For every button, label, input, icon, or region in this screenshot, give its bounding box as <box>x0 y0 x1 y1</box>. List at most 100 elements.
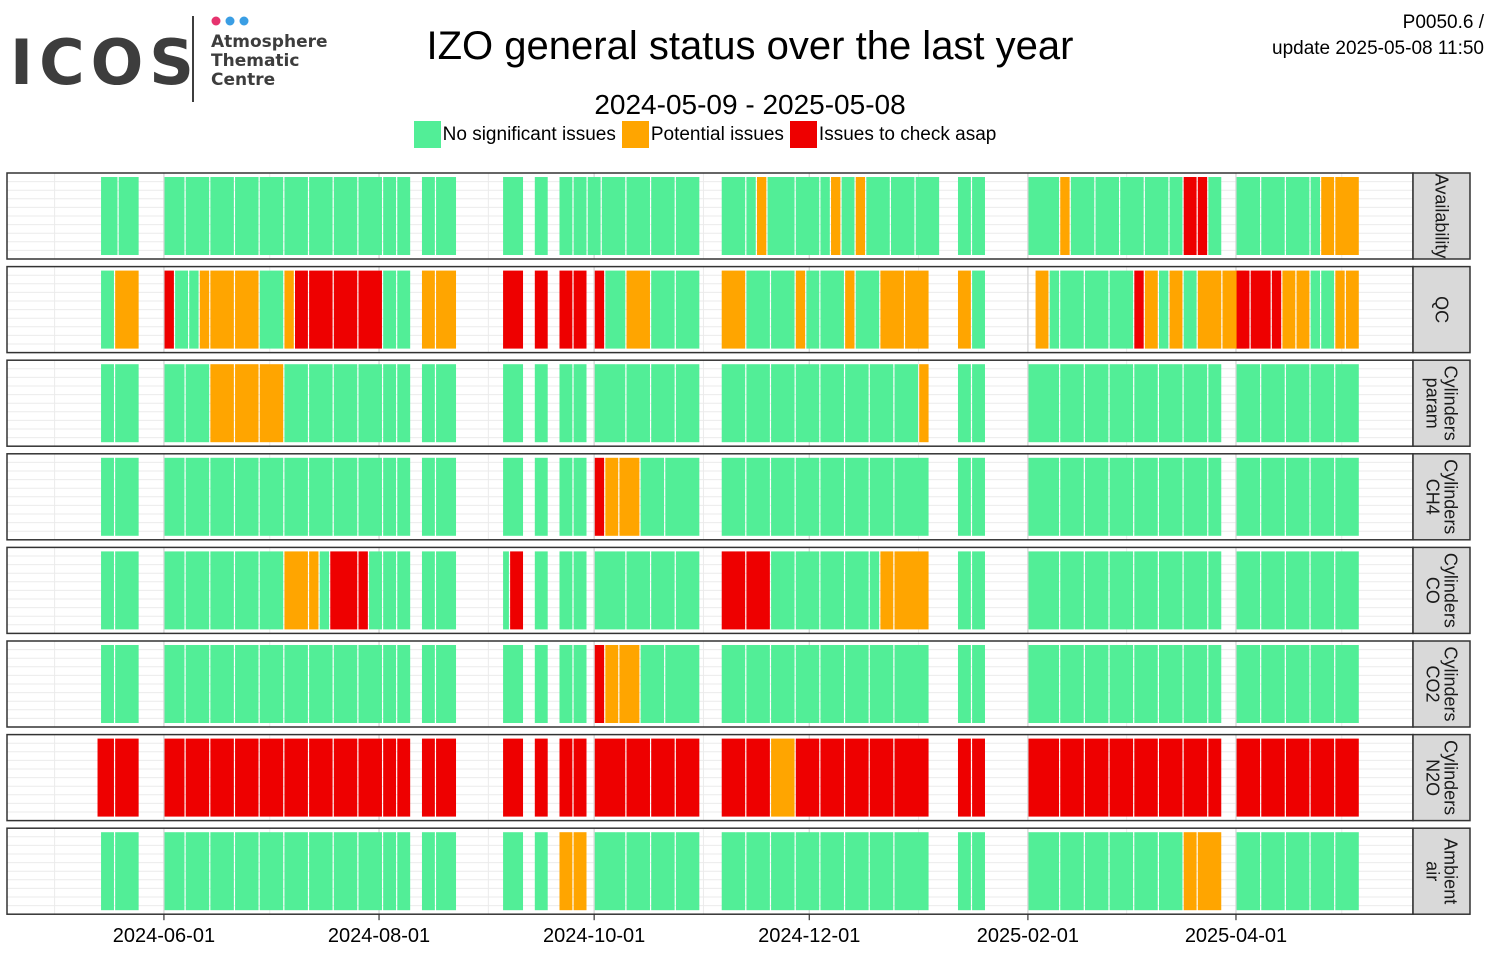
status-cell <box>284 645 308 723</box>
status-cell <box>721 738 746 817</box>
status-cell <box>771 645 795 723</box>
status-cell <box>284 270 294 349</box>
facet-strip <box>1412 733 1471 822</box>
status-cell <box>651 270 675 349</box>
status-cell <box>905 270 929 349</box>
status-cell <box>185 364 210 443</box>
status-cell <box>1285 738 1310 817</box>
status-cell <box>626 551 650 630</box>
status-cell <box>101 364 114 443</box>
status-cell <box>534 832 548 911</box>
facet-strip <box>1412 640 1471 728</box>
status-cell <box>309 364 333 443</box>
status-cell <box>957 738 971 817</box>
status-cell <box>210 551 234 630</box>
status-cell <box>972 270 985 349</box>
status-cell <box>640 645 665 723</box>
status-cell <box>1084 457 1109 536</box>
status-cell <box>115 645 139 723</box>
status-cell <box>771 270 795 349</box>
legend-key-ok <box>413 121 441 148</box>
status-cell <box>1271 270 1282 349</box>
status-cell <box>869 551 880 630</box>
x-axis-tick-label: 2025-04-01 <box>1185 925 1287 947</box>
status-cell <box>1134 832 1158 911</box>
status-cell <box>284 364 308 443</box>
status-cell <box>594 364 626 443</box>
status-cell <box>626 177 650 255</box>
status-cell <box>1144 270 1158 349</box>
status-cell <box>436 364 457 443</box>
legend-key-asap <box>789 121 817 148</box>
status-cell <box>101 177 118 255</box>
status-cell <box>309 645 333 723</box>
status-cell <box>1183 270 1197 349</box>
status-cell <box>1183 738 1208 817</box>
status-cell <box>358 832 382 911</box>
status-cell <box>746 738 770 817</box>
status-cell <box>820 177 830 255</box>
status-cell <box>665 457 700 536</box>
status-cell <box>601 177 626 255</box>
status-cell <box>534 645 548 723</box>
status-cell <box>235 364 259 443</box>
logo-dot-1 <box>211 16 221 26</box>
status-cell <box>309 738 333 817</box>
status-cell <box>1070 177 1095 255</box>
status-cell <box>534 364 548 443</box>
status-cell <box>164 457 185 536</box>
status-cell <box>1197 270 1222 349</box>
status-cell <box>573 551 587 630</box>
status-cell <box>436 832 457 911</box>
status-cell <box>1060 364 1084 443</box>
status-cell <box>235 457 259 536</box>
status-cell <box>1310 645 1335 723</box>
status-cell <box>534 457 548 536</box>
status-cell <box>503 738 524 817</box>
status-cell <box>957 364 971 443</box>
status-cell <box>957 457 971 536</box>
facet-label: Ambient <box>1441 838 1461 904</box>
status-cell <box>1028 645 1060 723</box>
status-cell <box>1183 364 1208 443</box>
facet-strip <box>1412 546 1471 635</box>
status-cell <box>199 270 210 349</box>
status-cell <box>1169 270 1183 349</box>
status-cell <box>771 738 795 817</box>
status-cell <box>957 645 971 723</box>
status-cell <box>369 551 382 630</box>
status-cell <box>841 177 855 255</box>
status-cell <box>957 551 971 630</box>
status-cell <box>626 738 650 817</box>
status-cell <box>869 738 894 817</box>
status-cell <box>510 551 524 630</box>
status-cell <box>573 645 587 723</box>
legend-item-ok: No significant issues <box>413 121 616 148</box>
status-cell <box>534 551 548 630</box>
logo-line-1: Atmosphere <box>211 32 328 52</box>
facet-strip <box>1412 827 1471 915</box>
x-axis-tick-label: 2024-06-01 <box>113 925 215 947</box>
facet-strip <box>1412 359 1471 447</box>
status-cell <box>503 177 524 255</box>
status-cell <box>559 551 573 630</box>
legend-label-ok: No significant issues <box>442 123 616 145</box>
status-cell <box>771 832 795 911</box>
status-cell <box>330 551 358 630</box>
status-cell <box>1158 364 1183 443</box>
legend-label-potential: Potential issues <box>650 123 784 145</box>
status-cell <box>619 645 640 723</box>
status-cell <box>573 457 587 536</box>
status-cell <box>259 645 284 723</box>
status-cell <box>397 364 411 443</box>
status-cell <box>957 832 971 911</box>
status-cell <box>845 457 869 536</box>
status-cell <box>573 738 587 817</box>
status-cell <box>894 551 929 630</box>
status-cell <box>436 270 457 349</box>
status-cell <box>605 645 619 723</box>
status-cell <box>115 551 139 630</box>
status-cell <box>1208 364 1222 443</box>
status-cell <box>594 551 626 630</box>
status-cell <box>333 457 358 536</box>
